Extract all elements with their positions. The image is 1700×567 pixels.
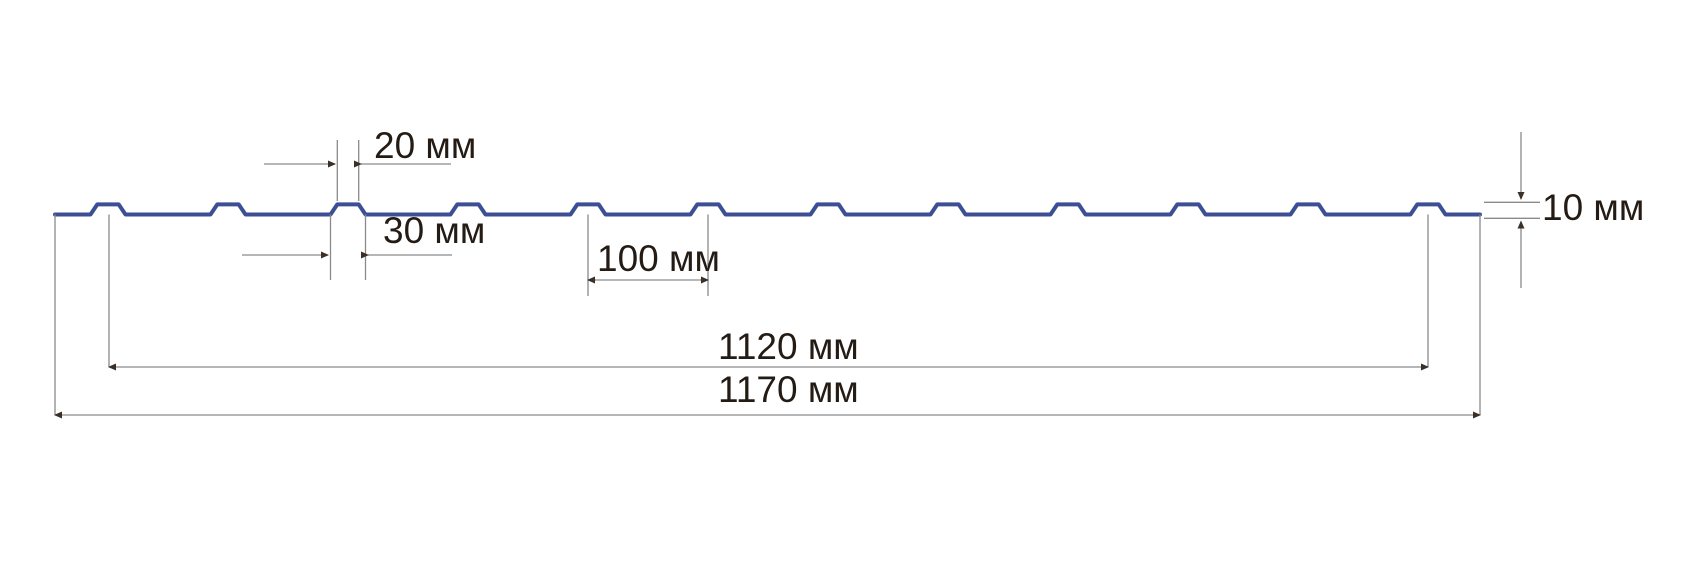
svg-text:30 мм: 30 мм	[383, 210, 485, 251]
svg-text:1120 мм: 1120 мм	[718, 326, 859, 367]
svg-text:100 мм: 100 мм	[597, 238, 720, 279]
svg-text:20 мм: 20 мм	[374, 125, 476, 166]
svg-text:10 мм: 10 мм	[1542, 187, 1644, 228]
svg-text:1170 мм: 1170 мм	[718, 369, 859, 410]
